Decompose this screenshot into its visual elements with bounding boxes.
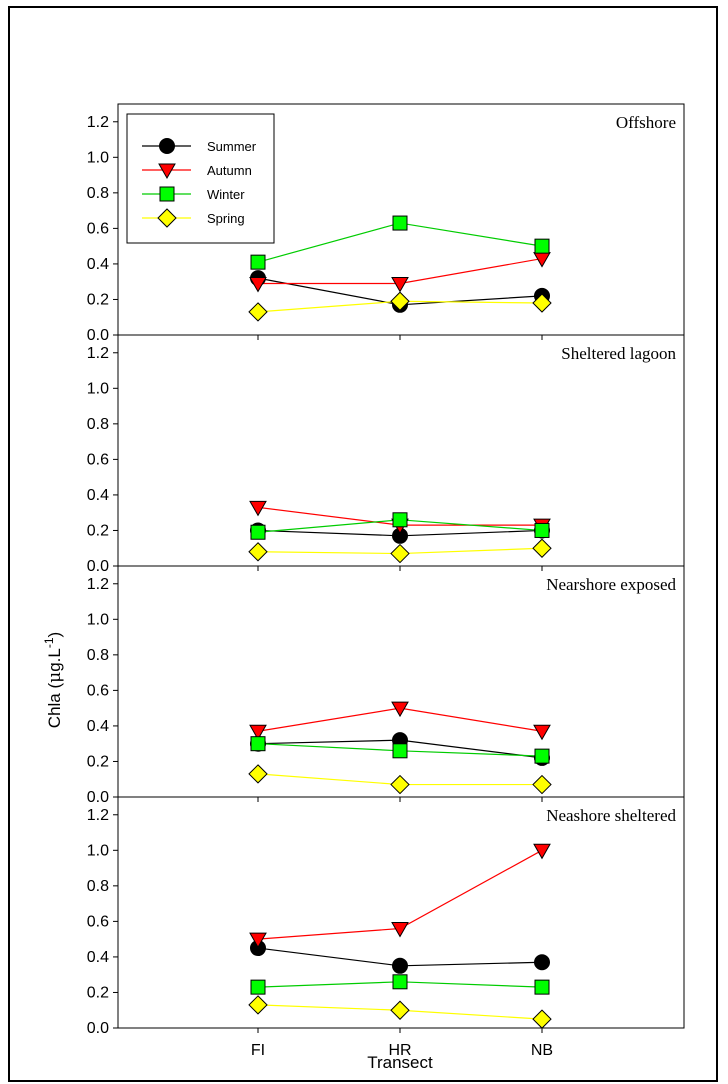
data-point-autumn (249, 932, 267, 949)
y-tick-label: 0.8 (87, 185, 109, 202)
y-tick-label: 0.8 (87, 878, 109, 895)
y-tick-label: 0.6 (87, 220, 109, 237)
data-point-autumn (391, 701, 409, 718)
y-tick-label: 0.2 (87, 984, 109, 1001)
y-tick-label: 1.0 (87, 611, 109, 628)
y-tick-label: 0.2 (87, 291, 109, 308)
y-tick-label: 0.4 (87, 256, 109, 273)
data-point-summer (534, 954, 550, 971)
data-point-autumn (249, 500, 267, 517)
legend-marker-summer (159, 138, 175, 154)
y-tick-label: 1.2 (87, 807, 109, 824)
panel-title: Neashore sheltered (546, 806, 676, 825)
y-tick-label: 1.2 (87, 114, 109, 131)
y-tick-label: 0.8 (87, 647, 109, 664)
data-point-spring (248, 995, 268, 1015)
data-point-spring (390, 1000, 410, 1020)
y-tick-label: 0.0 (87, 327, 109, 344)
y-tick-label: 0.0 (87, 1020, 109, 1037)
y-tick-label: 1.0 (87, 380, 109, 397)
legend-label: Autumn (207, 163, 252, 178)
panel-3: 0.0 0.2 0.4 0.6 0.8 1.0 1.2 Neashore sheltered (87, 796, 685, 1037)
data-point-winter (534, 748, 550, 764)
legend-marker-autumn (158, 163, 176, 180)
chart-panels: 0.00.20.40.60.81.01.2 Offshore0.00.20.40.… (87, 103, 685, 1059)
x-tick-label: FI (251, 1042, 265, 1059)
legend-label: Summer (207, 139, 257, 154)
legend-box (126, 113, 275, 244)
data-point-winter (534, 979, 550, 995)
y-tick-label: 1.2 (87, 345, 109, 362)
data-point-spring (248, 764, 268, 784)
y-tick-label: 0.2 (87, 522, 109, 539)
y-tick-label: 0.0 (87, 789, 109, 806)
data-point-winter (250, 979, 266, 995)
panel-2: 0.0 0.2 0.4 0.6 0.8 1.0 1.2 Nearshore exposed (87, 565, 685, 806)
data-point-spring (390, 543, 410, 564)
data-point-spring (532, 1009, 552, 1029)
data-point-autumn (391, 276, 409, 293)
y-tick-label: 0.2 (87, 753, 109, 770)
data-point-summer (392, 957, 408, 974)
data-point-winter (534, 522, 550, 538)
data-point-spring (390, 291, 410, 311)
data-point-winter (392, 512, 408, 528)
y-axis-title: Chla (μg.L-1) (42, 632, 65, 728)
panel-frame (117, 796, 685, 1029)
legend-marker-winter (159, 186, 175, 202)
data-point-winter (534, 238, 550, 254)
y-tick-label: 0.8 (87, 416, 109, 433)
data-point-autumn (533, 843, 551, 860)
legend-marker-spring (157, 208, 177, 228)
legend-label: Spring (207, 211, 245, 226)
panel-title: Nearshore exposed (546, 575, 676, 594)
data-point-spring (390, 774, 410, 795)
legend-label: Winter (207, 187, 245, 202)
data-point-winter (392, 974, 408, 990)
y-tick-label: 0.6 (87, 913, 109, 930)
data-point-winter (250, 254, 266, 270)
y-tick-label: 0.4 (87, 718, 109, 735)
figure-frame (8, 6, 718, 1082)
data-point-autumn (533, 724, 551, 741)
y-tick-label: 0.6 (87, 682, 109, 699)
x-tick-label: HR (388, 1042, 411, 1059)
panel-frame (117, 565, 685, 798)
data-point-autumn (391, 921, 409, 938)
y-tick-label: 0.4 (87, 949, 109, 966)
data-point-spring (532, 293, 552, 313)
y-tick-label: 1.0 (87, 842, 109, 859)
data-point-spring (248, 302, 268, 322)
data-point-winter (250, 736, 266, 752)
data-point-winter (392, 215, 408, 231)
y-tick-label: 1.0 (87, 149, 109, 166)
x-axis-title: Transect (367, 1053, 433, 1072)
x-tick-label: NB (531, 1042, 553, 1059)
data-point-winter (250, 524, 266, 540)
data-point-winter (392, 743, 408, 759)
panel-1: 0.0 0.2 0.4 0.6 0.8 1.0 1.2 Sheltered lagoon (87, 334, 685, 575)
y-tick-label: 0.4 (87, 487, 109, 504)
data-point-spring (248, 542, 268, 562)
data-point-autumn (249, 276, 267, 293)
data-point-spring (532, 538, 552, 558)
y-tick-label: 0.0 (87, 558, 109, 575)
panel-title: Sheltered lagoon (561, 344, 676, 363)
y-tick-label: 0.6 (87, 451, 109, 468)
chart-legend: Summer Autumn Winter Spring (126, 113, 275, 244)
y-tick-label: 1.2 (87, 576, 109, 593)
panel-title: Offshore (616, 113, 676, 132)
data-point-autumn (249, 724, 267, 741)
data-point-spring (532, 774, 552, 795)
